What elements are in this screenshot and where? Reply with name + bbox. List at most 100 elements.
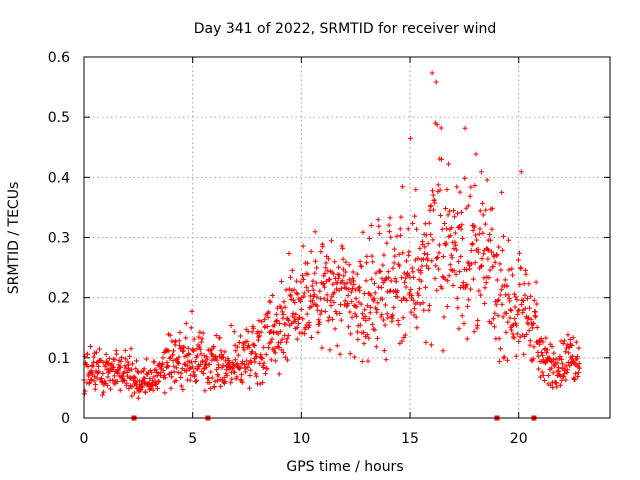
data-point xyxy=(339,285,345,291)
data-point xyxy=(514,331,520,337)
data-point xyxy=(317,311,323,317)
data-point xyxy=(470,227,476,233)
data-point xyxy=(331,271,337,277)
data-point xyxy=(465,303,471,309)
data-point xyxy=(445,212,451,218)
data-point xyxy=(99,379,105,385)
data-point xyxy=(272,350,278,356)
data-point xyxy=(176,360,182,366)
data-point xyxy=(364,253,370,259)
data-point xyxy=(337,311,343,317)
data-point xyxy=(153,367,159,373)
data-point xyxy=(533,279,539,285)
data-point xyxy=(499,301,505,307)
data-point xyxy=(369,321,375,327)
data-point xyxy=(122,347,128,353)
data-point xyxy=(277,320,283,326)
data-point xyxy=(483,207,489,213)
data-point xyxy=(497,261,503,267)
data-point xyxy=(268,357,274,363)
data-point xyxy=(312,258,318,264)
data-point xyxy=(463,205,469,211)
data-point xyxy=(544,350,550,356)
data-point xyxy=(169,374,175,380)
data-point xyxy=(446,273,452,279)
data-point xyxy=(291,287,297,293)
data-point xyxy=(470,241,476,247)
data-point xyxy=(411,306,417,312)
data-point xyxy=(460,280,466,286)
data-point xyxy=(295,320,301,326)
data-point xyxy=(239,379,245,385)
data-point xyxy=(97,346,103,352)
data-point xyxy=(374,335,380,341)
data-point xyxy=(479,256,485,262)
data-point xyxy=(155,378,161,384)
data-point xyxy=(426,307,432,313)
data-point xyxy=(543,335,549,341)
data-point xyxy=(244,338,250,344)
data-point xyxy=(112,357,118,363)
data-point xyxy=(126,362,132,368)
data-point xyxy=(398,214,404,220)
data-point xyxy=(527,338,533,344)
data-point xyxy=(310,278,316,284)
data-point xyxy=(306,322,312,328)
data-point xyxy=(430,237,436,243)
data-point xyxy=(369,253,375,259)
data-point xyxy=(561,374,567,380)
data-point xyxy=(425,257,431,263)
data-points xyxy=(81,70,583,401)
data-point xyxy=(536,366,542,372)
data-point xyxy=(187,377,193,383)
data-point xyxy=(168,369,174,375)
data-point xyxy=(510,334,516,340)
data-point xyxy=(118,364,124,370)
data-point xyxy=(200,359,206,365)
data-point xyxy=(263,352,269,358)
data-point xyxy=(160,355,166,361)
data-point xyxy=(151,374,157,380)
data-point xyxy=(312,270,318,276)
data-point xyxy=(522,306,528,312)
data-point xyxy=(539,369,545,375)
data-point xyxy=(432,200,438,206)
data-point xyxy=(498,267,504,273)
data-point xyxy=(340,256,346,262)
data-point xyxy=(530,356,536,362)
data-point xyxy=(104,367,110,373)
data-point xyxy=(245,364,251,370)
data-point xyxy=(194,378,200,384)
data-point xyxy=(224,373,230,379)
data-point xyxy=(300,243,306,249)
data-point xyxy=(131,374,137,380)
data-point xyxy=(119,373,125,379)
data-point xyxy=(570,353,576,359)
data-point xyxy=(411,312,417,318)
data-point xyxy=(292,300,298,306)
data-point xyxy=(458,209,464,215)
data-point xyxy=(430,192,436,198)
data-point xyxy=(117,387,123,393)
data-point xyxy=(196,334,202,340)
data-point xyxy=(305,271,311,277)
data-point xyxy=(94,375,100,381)
data-point xyxy=(162,390,168,396)
data-point xyxy=(406,249,412,255)
data-point xyxy=(447,262,453,268)
data-point xyxy=(381,348,387,354)
data-point xyxy=(126,367,132,373)
data-point xyxy=(367,310,373,316)
data-point xyxy=(387,215,393,221)
data-point xyxy=(513,353,519,359)
data-point xyxy=(317,288,323,294)
data-point xyxy=(390,289,396,295)
data-point xyxy=(280,311,286,317)
data-point xyxy=(184,368,190,374)
data-point xyxy=(414,325,420,331)
data-point xyxy=(220,362,226,368)
data-point xyxy=(485,256,491,262)
data-point xyxy=(92,386,98,392)
data-point xyxy=(498,346,504,352)
data-point xyxy=(525,315,531,321)
